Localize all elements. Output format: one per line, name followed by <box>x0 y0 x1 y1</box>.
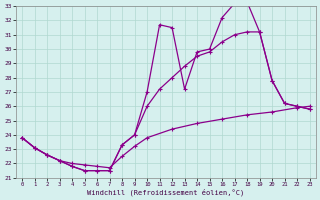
X-axis label: Windchill (Refroidissement éolien,°C): Windchill (Refroidissement éolien,°C) <box>87 188 244 196</box>
